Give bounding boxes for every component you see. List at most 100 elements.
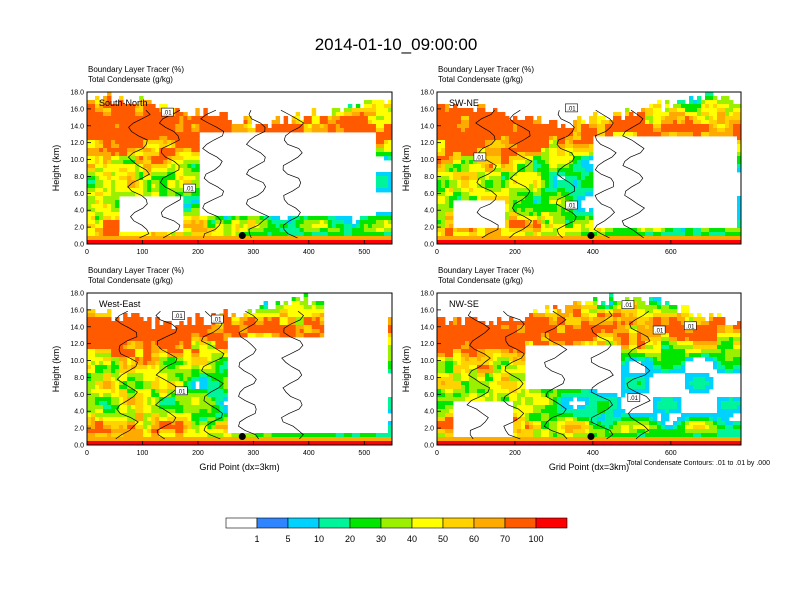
heatmap-cell [371,232,377,237]
heatmap-cell [139,417,144,422]
heatmap-cell [489,321,494,326]
heatmap-cell [561,204,566,209]
heatmap-cell [685,128,690,133]
x-tick-label: 300 [248,450,260,457]
heatmap-cell [103,232,108,237]
heatmap-cell [521,168,526,173]
heatmap-cell [139,397,144,402]
heatmap-cell [465,148,470,153]
heatmap-cell [215,341,220,346]
heatmap-cell [339,220,345,225]
heatmap-cell [569,140,574,145]
heatmap-cell [465,236,470,241]
heatmap-cell [211,377,216,382]
heatmap-cell [481,140,486,145]
heatmap-cell [533,152,538,157]
heatmap-cell [697,317,702,322]
heatmap-cell [155,184,160,189]
heatmap-cell [183,216,188,221]
heatmap-cell [103,96,108,101]
heatmap-cell [457,132,462,137]
heatmap-cell [383,140,389,145]
heatmap-cell [271,309,277,314]
heatmap-cell [737,200,741,205]
heatmap-cell [311,128,317,133]
heatmap-cell [131,425,136,430]
heatmap-cell [95,369,100,374]
heatmap-cell [99,196,104,201]
heatmap-cell [243,240,248,244]
heatmap-cell [355,124,361,129]
heatmap-cell [183,148,188,153]
heatmap-cell [661,132,666,137]
heatmap-cell [457,317,462,322]
heatmap-cell [179,341,184,346]
heatmap-cell [95,112,100,117]
heatmap-cell [155,433,160,438]
heatmap-cell [379,108,385,113]
heatmap-cell [697,120,702,125]
heatmap-cell [387,236,392,241]
heatmap-cell [103,389,108,394]
heatmap-cell [291,333,297,338]
heatmap-cell [379,220,385,225]
heatmap-cell [135,369,140,374]
heatmap-cell [621,240,626,244]
heatmap-cell [155,192,160,197]
heatmap-cell [673,317,678,322]
heatmap-cell [115,365,120,370]
heatmap-cell [347,216,353,221]
heatmap-cell [131,385,136,390]
heatmap-cell [573,164,578,169]
heatmap-cell [283,124,289,129]
heatmap-cell [99,409,104,414]
heatmap-cell [585,124,590,129]
heatmap-cell [115,228,120,233]
heatmap-cell [123,409,128,414]
heatmap-cell [541,184,546,189]
heatmap-cell [509,317,514,322]
heatmap-cell [147,168,152,173]
heatmap-cell [183,429,188,434]
heatmap-cell [589,140,594,145]
heatmap-cell [167,357,172,362]
heatmap-cell [215,232,220,237]
heatmap-cell [131,377,136,382]
heatmap-cell [243,224,248,229]
heatmap-cell [307,128,313,133]
heatmap-cell [609,305,614,310]
heatmap-cell [183,136,188,141]
heatmap-cell [613,317,618,322]
heatmap-cell [219,232,224,237]
heatmap-cell [315,224,321,229]
heatmap-cell [497,132,502,137]
heatmap-cell [573,176,578,181]
heatmap-cell [371,112,377,117]
heatmap-cell [127,136,132,141]
heatmap-cell [665,305,670,310]
heatmap-cell [549,228,554,233]
heatmap-cell [577,144,582,149]
heatmap-cell [533,136,538,141]
heatmap-cell [645,309,650,314]
heatmap-cell [163,441,168,445]
heatmap-cell [717,108,722,113]
heatmap-cell [725,325,730,330]
heatmap-cell [545,236,550,241]
heatmap-cell [179,397,184,402]
heatmap-cell [541,321,546,326]
heatmap-cell [215,120,220,125]
heatmap-cell [179,160,184,165]
heatmap-cell [203,325,208,330]
heatmap-cell [91,212,96,217]
heatmap-cell [517,220,522,225]
heatmap-cell [115,381,120,386]
heatmap-cell [163,148,168,153]
heatmap-cell [191,180,196,185]
heatmap-cell [219,401,224,406]
heatmap-cell [155,128,160,133]
heatmap-cell [537,228,542,233]
heatmap-cell [509,156,514,161]
heatmap-cell [387,224,392,229]
heatmap-cell [151,104,156,109]
